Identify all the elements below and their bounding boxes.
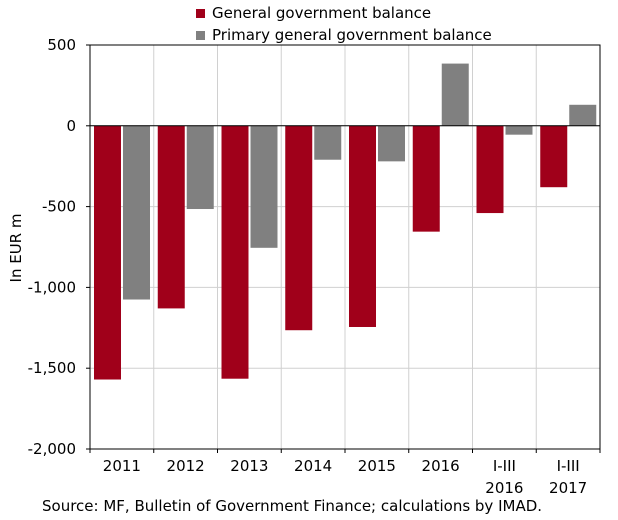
legend: General government balance Primary gener… [196, 2, 492, 46]
legend-label-general-balance: General government balance [212, 4, 432, 22]
bar-general-balance [540, 125, 568, 188]
y-tick-label: -2,000 [28, 440, 76, 458]
bar-general-balance [157, 125, 185, 309]
legend-swatch-primary-balance [196, 30, 205, 40]
bar-general-balance [412, 125, 440, 232]
x-tick-label: 2014 [294, 457, 332, 475]
x-tick-label: I-III [493, 457, 516, 475]
bar-general-balance [221, 125, 249, 379]
legend-item-primary-balance: Primary general government balance [196, 24, 492, 46]
bar-general-balance [476, 125, 504, 214]
legend-item-general-balance: General government balance [196, 2, 492, 24]
bar-primary-balance [505, 125, 533, 135]
x-tick-label: 2013 [230, 457, 268, 475]
bar-primary-balance [314, 125, 342, 160]
bar-primary-balance [123, 125, 150, 300]
y-tick-label: -1,500 [28, 359, 76, 377]
x-tick-label: 2015 [358, 457, 396, 475]
x-tick-label: 2011 [103, 457, 141, 475]
x-tick-label: 2016 [485, 479, 523, 497]
legend-swatch-general-balance [196, 8, 205, 18]
y-tick-label: -1,000 [28, 278, 76, 296]
x-tick-label: I-III [557, 457, 580, 475]
legend-label-primary-balance: Primary general government balance [212, 26, 492, 44]
y-tick-label: 500 [47, 36, 76, 54]
bar-general-balance [349, 125, 376, 327]
bar-general-balance [285, 125, 313, 331]
bar-general-balance [94, 125, 121, 380]
x-tick-label: 2016 [422, 457, 460, 475]
bar-primary-balance [250, 125, 278, 248]
source-note: Source: MF, Bulletin of Government Finan… [42, 497, 543, 515]
x-tick-label: 2012 [167, 457, 205, 475]
y-tick-label: -500 [42, 198, 76, 216]
bar-primary-balance [441, 63, 469, 126]
y-tick-label: 0 [66, 117, 76, 135]
bar-primary-balance [569, 104, 597, 126]
y-axis-label: In EUR m [7, 213, 25, 283]
bar-primary-balance [186, 125, 214, 210]
x-tick-label: 2017 [549, 479, 587, 497]
bar-primary-balance [378, 125, 405, 162]
